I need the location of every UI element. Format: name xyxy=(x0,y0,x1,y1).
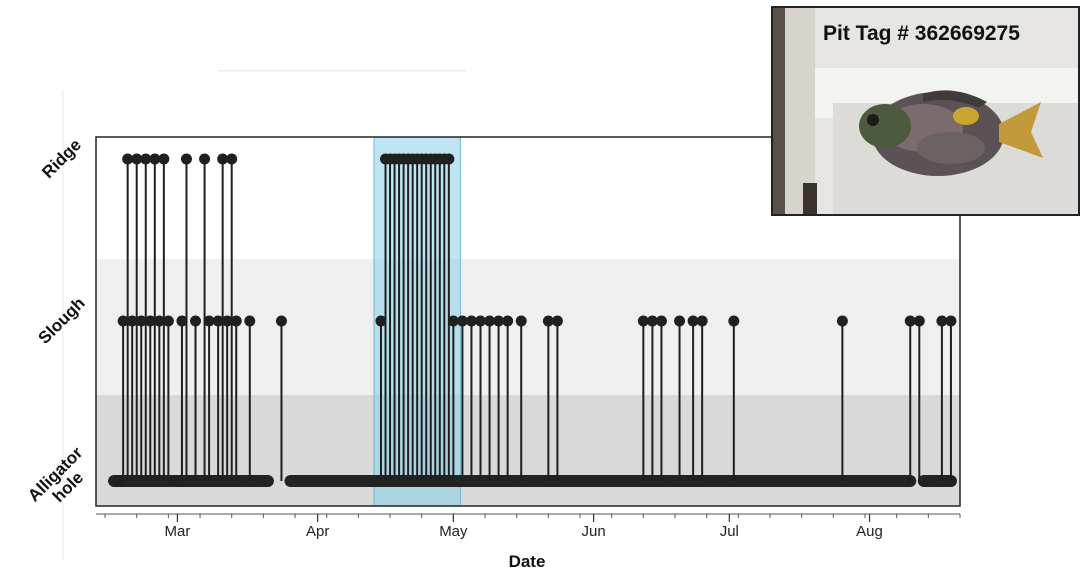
series-point xyxy=(904,315,916,327)
series-point xyxy=(153,315,165,327)
category-band xyxy=(96,395,960,506)
series-point xyxy=(167,475,179,487)
series-point xyxy=(122,153,134,165)
series-point xyxy=(190,315,202,327)
series-point xyxy=(475,315,487,327)
series-point xyxy=(217,153,229,165)
x-tick-label: Jun xyxy=(581,523,605,540)
x-axis-label: Date xyxy=(509,552,546,571)
series-point xyxy=(493,315,505,327)
series-point xyxy=(674,315,686,327)
faint-frame-line xyxy=(62,90,64,560)
bluegill-fish-photo xyxy=(773,8,1078,214)
series-point xyxy=(212,315,224,327)
series-point xyxy=(113,475,125,487)
pit-tag-caption: Pit Tag # 362669275 xyxy=(823,22,1020,45)
series-point xyxy=(126,315,138,327)
x-tick-label: Aug xyxy=(856,523,883,540)
y-axis: Alligatorhole Slough Ridge xyxy=(24,135,99,518)
series-point xyxy=(655,315,667,327)
series-point xyxy=(696,315,708,327)
series-point xyxy=(465,315,477,327)
series-point xyxy=(936,315,948,327)
category-bands xyxy=(96,137,960,506)
series-point xyxy=(375,315,387,327)
series-points xyxy=(113,153,957,487)
x-tick-label: Apr xyxy=(306,523,329,540)
y-tick-label: Slough xyxy=(35,294,89,348)
x-tick-label: Mar xyxy=(165,523,191,540)
faint-frame-line xyxy=(218,70,466,72)
y-tick-label: Ridge xyxy=(38,135,85,182)
series-point xyxy=(456,315,468,327)
series-point xyxy=(913,315,925,327)
series-point xyxy=(162,315,174,327)
series-point xyxy=(117,315,129,327)
series-point xyxy=(149,153,161,165)
series-point xyxy=(447,315,459,327)
series-point xyxy=(637,315,649,327)
series-point xyxy=(836,315,848,327)
plot-frame xyxy=(95,136,961,507)
series-point xyxy=(646,315,658,327)
x-axis: Mar Apr May Jun Jul Aug xyxy=(96,513,961,540)
fish-photo-inset: Pit Tag # 362669275 xyxy=(771,6,1080,216)
series-point xyxy=(244,315,256,327)
series-point xyxy=(199,153,211,165)
series-point xyxy=(144,315,156,327)
x-tick-label: Jul xyxy=(720,523,739,540)
series-point xyxy=(230,315,242,327)
series-point xyxy=(515,315,527,327)
series-point xyxy=(180,153,192,165)
series-point xyxy=(140,153,152,165)
series-point xyxy=(275,315,287,327)
series-point xyxy=(542,315,554,327)
series-point xyxy=(728,315,740,327)
series-point xyxy=(502,315,514,327)
series-point xyxy=(158,153,170,165)
series-point xyxy=(945,315,957,327)
category-band xyxy=(96,259,960,395)
series-point xyxy=(135,315,147,327)
series-point xyxy=(687,315,699,327)
series-point xyxy=(131,153,143,165)
series-point xyxy=(221,315,233,327)
y-tick-label: Alligatorhole xyxy=(24,443,99,518)
x-tick-label: May xyxy=(439,523,468,540)
series-point xyxy=(176,315,188,327)
series-point xyxy=(203,315,215,327)
series-point xyxy=(551,315,563,327)
series-point xyxy=(484,315,496,327)
series-point xyxy=(443,153,455,165)
series-point xyxy=(226,153,238,165)
